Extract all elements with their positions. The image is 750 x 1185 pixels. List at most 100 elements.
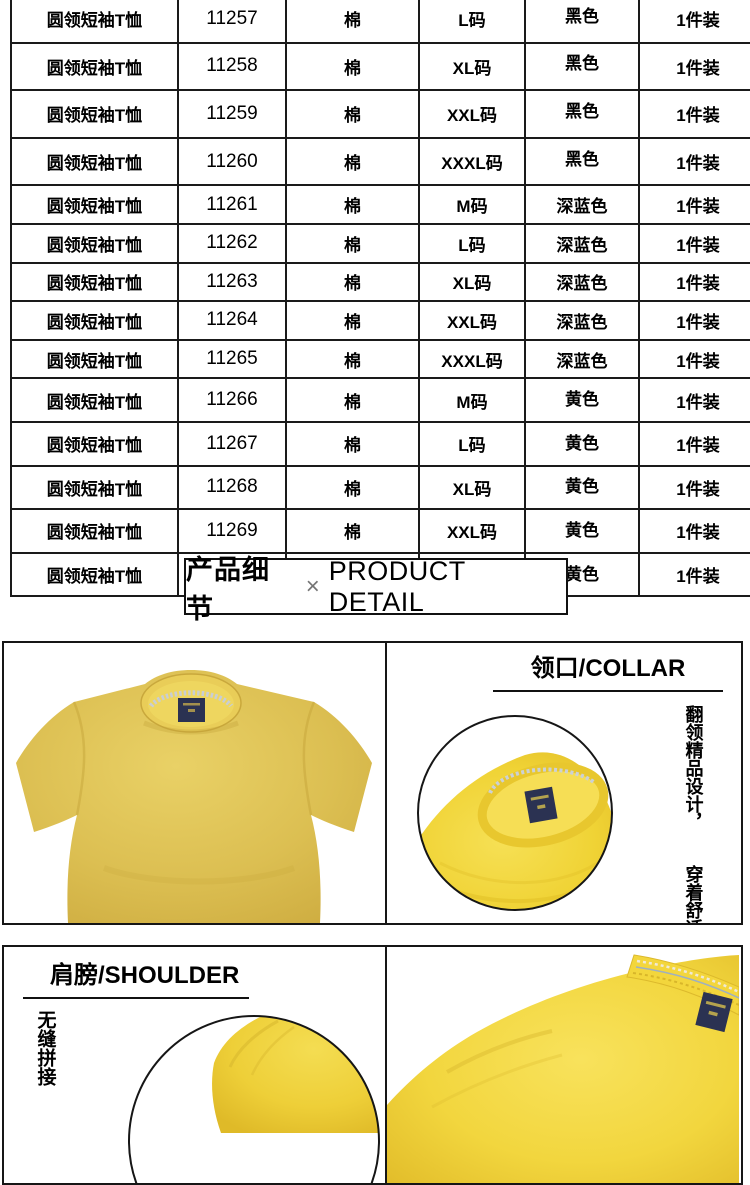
cell-pack: 1件装: [638, 136, 750, 187]
table-row: 圆领短袖T恤 11264 棉 XXL码 深蓝色 1件装: [10, 300, 750, 341]
cell-material: 棉: [285, 261, 420, 303]
cell-item-code: 11262: [177, 222, 287, 264]
cell-material: 棉: [285, 0, 420, 44]
shoulder-note-text: 无缝拼接: [34, 1010, 56, 1140]
cell-product-name: 圆领短袖T恤: [10, 261, 179, 303]
cell-pack: 1件装: [638, 300, 750, 341]
detail-header-en: PRODUCT DETAIL: [328, 555, 466, 617]
cell-material: 棉: [285, 338, 420, 380]
cell-pack: 1件装: [638, 508, 750, 554]
cell-color: 深蓝色: [524, 300, 640, 341]
cell-material: 棉: [285, 41, 420, 92]
cell-product-name: 圆领短袖T恤: [10, 338, 179, 380]
cell-pack: 1件装: [638, 420, 750, 467]
cell-pack: 1件装: [638, 338, 750, 380]
shoulder-section-title: 肩膀/SHOULDER: [23, 955, 249, 999]
cell-item-code: 11265: [177, 338, 287, 380]
cell-item-code: 11261: [177, 184, 287, 225]
table-row: 圆领短袖T恤 11260 棉 XXXL码 黑色 1件装: [10, 136, 750, 187]
table-row: 圆领短袖T恤 11268 棉 XL码 黄色 1件装: [10, 464, 750, 511]
cell-item-code: 11260: [177, 136, 287, 187]
collar-section-title: 领口/COLLAR: [493, 648, 723, 692]
collar-note-line1: 翻领精品设计，: [683, 705, 704, 831]
tshirt-front-illustration: [4, 643, 385, 923]
cell-color: 黄色: [524, 508, 640, 554]
cell-product-name: 圆领短袖T恤: [10, 136, 179, 187]
cell-product-name: 圆领短袖T恤: [10, 508, 179, 554]
table-row: 圆领短袖T恤 11265 棉 XXXL码 深蓝色 1件装: [10, 338, 750, 380]
cell-color: 黑色: [524, 41, 640, 92]
cell-color: 黄色: [524, 420, 640, 467]
cell-color: 黑色: [524, 89, 640, 139]
cell-size: M码: [418, 377, 526, 423]
cell-product-name: 圆领短袖T恤: [10, 420, 179, 467]
cell-material: 棉: [285, 222, 420, 264]
collar-note-line2: 穿着舒适: [683, 865, 704, 923]
cell-item-code: 11257: [177, 0, 287, 44]
cell-item-code: 11264: [177, 300, 287, 341]
cell-item-code: 11258: [177, 41, 287, 92]
cell-color: 深蓝色: [524, 338, 640, 380]
neck-label: [178, 698, 205, 722]
shoulder-detail-circle: [128, 1015, 380, 1183]
cell-pack: 1件装: [638, 377, 750, 423]
product-detail-header: 产品细节 × PRODUCT DETAIL: [184, 555, 568, 624]
cell-material: 棉: [285, 464, 420, 511]
cell-pack: 1件装: [638, 464, 750, 511]
cell-size: L码: [418, 222, 526, 264]
cell-color: 黑色: [524, 0, 640, 44]
cell-product-name: 圆领短袖T恤: [10, 300, 179, 341]
table-row: 圆领短袖T恤 11266 棉 M码 黄色 1件装: [10, 377, 750, 423]
cell-color: 黑色: [524, 136, 640, 187]
cell-size: XXL码: [418, 300, 526, 341]
collar-note-text: 翻领精品设计， 穿着舒适: [683, 705, 704, 923]
cell-material: 棉: [285, 420, 420, 467]
cell-pack: 1件装: [638, 222, 750, 264]
cell-size: XL码: [418, 41, 526, 92]
cell-size: XXXL码: [418, 338, 526, 380]
cell-color: 深蓝色: [524, 184, 640, 225]
cell-material: 棉: [285, 184, 420, 225]
cell-color: 深蓝色: [524, 222, 640, 264]
shoulder-note-line: 无缝拼接: [34, 1010, 56, 1086]
cell-item-code: 11266: [177, 377, 287, 423]
cell-product-name: 圆领短袖T恤: [10, 41, 179, 92]
cell-pack: 1件装: [638, 0, 750, 44]
cell-size: XL码: [418, 261, 526, 303]
cell-material: 棉: [285, 300, 420, 341]
cell-pack: 1件装: [638, 41, 750, 92]
collar-detail-section: 领口/COLLAR: [385, 643, 741, 923]
cell-material: 棉: [285, 377, 420, 423]
table-row: 圆领短袖T恤 11257 棉 L码 黑色 1件装: [10, 0, 750, 44]
cell-size: XXXL码: [418, 136, 526, 187]
shoulder-detail-section: 肩膀/SHOULDER 无缝拼接: [4, 947, 385, 1183]
cell-product-name: 圆领短袖T恤: [10, 464, 179, 511]
cell-color: 黄色: [524, 377, 640, 423]
table-row: 圆领短袖T恤 11267 棉 L码 黄色 1件装: [10, 420, 750, 467]
shoulder-closeup-illustration: [387, 947, 740, 1183]
cell-product-name: 圆领短袖T恤: [10, 0, 179, 44]
cell-item-code: 11268: [177, 464, 287, 511]
cell-product-name: 圆领短袖T恤: [10, 184, 179, 225]
cell-product-name: 圆领短袖T恤: [10, 551, 179, 598]
detail-panel-top: 领口/COLLAR: [2, 641, 743, 925]
tshirt-front-photo: [4, 643, 385, 923]
cell-item-code: 11269: [177, 508, 287, 554]
cell-material: 棉: [285, 136, 420, 187]
product-spec-table: 圆领短袖T恤 11257 棉 L码 黑色 1件装 圆领短袖T恤 11258 棉 …: [10, 0, 750, 598]
cell-pack: 1件装: [638, 184, 750, 225]
table-row: 圆领短袖T恤 11262 棉 L码 深蓝色 1件装: [10, 222, 750, 264]
cell-color: 深蓝色: [524, 261, 640, 303]
table-row: 圆领短袖T恤 11269 棉 XXL码 黄色 1件装: [10, 508, 750, 554]
cell-product-name: 圆领短袖T恤: [10, 89, 179, 139]
cell-size: XXL码: [418, 89, 526, 139]
cell-pack: 1件装: [638, 261, 750, 303]
cell-pack: 1件装: [638, 551, 750, 598]
detail-header-cn: 产品细节: [186, 554, 270, 624]
cell-material: 棉: [285, 508, 420, 554]
times-separator: ×: [305, 572, 320, 600]
cell-material: 棉: [285, 89, 420, 139]
neck-label: [695, 991, 733, 1033]
detail-panel-bottom: 肩膀/SHOULDER 无缝拼接: [2, 945, 743, 1185]
cell-product-name: 圆领短袖T恤: [10, 222, 179, 264]
